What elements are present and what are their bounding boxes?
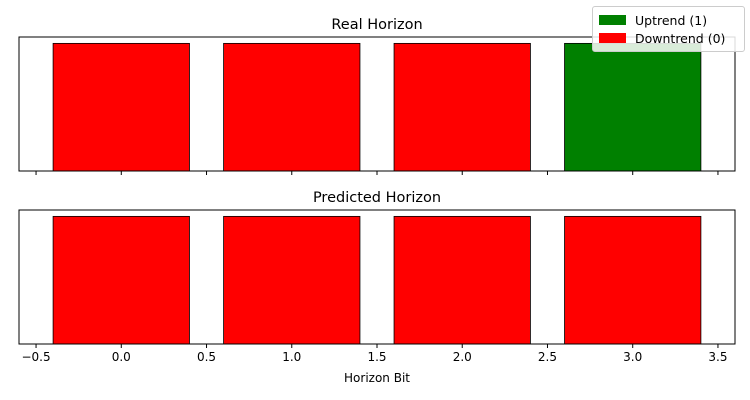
- predicted-horizon-xtick-label-3: 1.0: [282, 350, 301, 364]
- real-horizon-bar-0: [52, 42, 190, 172]
- legend-label-uptrend: Uptrend (1): [635, 12, 708, 28]
- legend-entry-downtrend: Downtrend (0): [599, 29, 738, 47]
- predicted-horizon-xlabel: Horizon Bit: [344, 371, 410, 385]
- predicted-horizon-xtick-label-7: 3.0: [623, 350, 642, 364]
- real-horizon-bar-2: [393, 42, 531, 172]
- real-horizon-bar-3: [564, 42, 702, 172]
- predicted-horizon-bar-0: [52, 215, 190, 345]
- predicted-horizon-title: Predicted Horizon: [313, 190, 441, 206]
- legend-label-downtrend: Downtrend (0): [635, 30, 726, 46]
- legend-swatch-uptrend: [599, 15, 626, 25]
- real-horizon-title: Real Horizon: [331, 17, 422, 33]
- predicted-horizon-panel: Predicted Horizon −0.5 0.0 0.5 1.0 1.5 2.0 2.5 3…: [18, 190, 736, 385]
- predicted-horizon-bar-3: [564, 215, 702, 345]
- real-horizon-panel: Real Horizon: [18, 17, 736, 175]
- predicted-horizon-xtick-label-6: 2.5: [538, 350, 557, 364]
- predicted-horizon-bar-2: [393, 215, 531, 345]
- predicted-horizon-xtick-label-5: 2.0: [453, 350, 472, 364]
- predicted-horizon-xtick-label-2: 0.5: [197, 350, 216, 364]
- predicted-horizon-xtick-label-8: 3.5: [708, 350, 727, 364]
- predicted-horizon-xtick-label-1: 0.0: [112, 350, 131, 364]
- predicted-horizon-bar-1: [223, 215, 361, 345]
- predicted-horizon-xtick-label-0: −0.5: [21, 350, 50, 364]
- real-horizon-bar-1: [223, 42, 361, 172]
- legend-entry-uptrend: Uptrend (1): [599, 11, 738, 29]
- predicted-horizon-xtick-label-4: 1.5: [367, 350, 386, 364]
- chart-legend: Uptrend (1) Downtrend (0): [592, 6, 745, 52]
- legend-swatch-downtrend: [599, 33, 626, 43]
